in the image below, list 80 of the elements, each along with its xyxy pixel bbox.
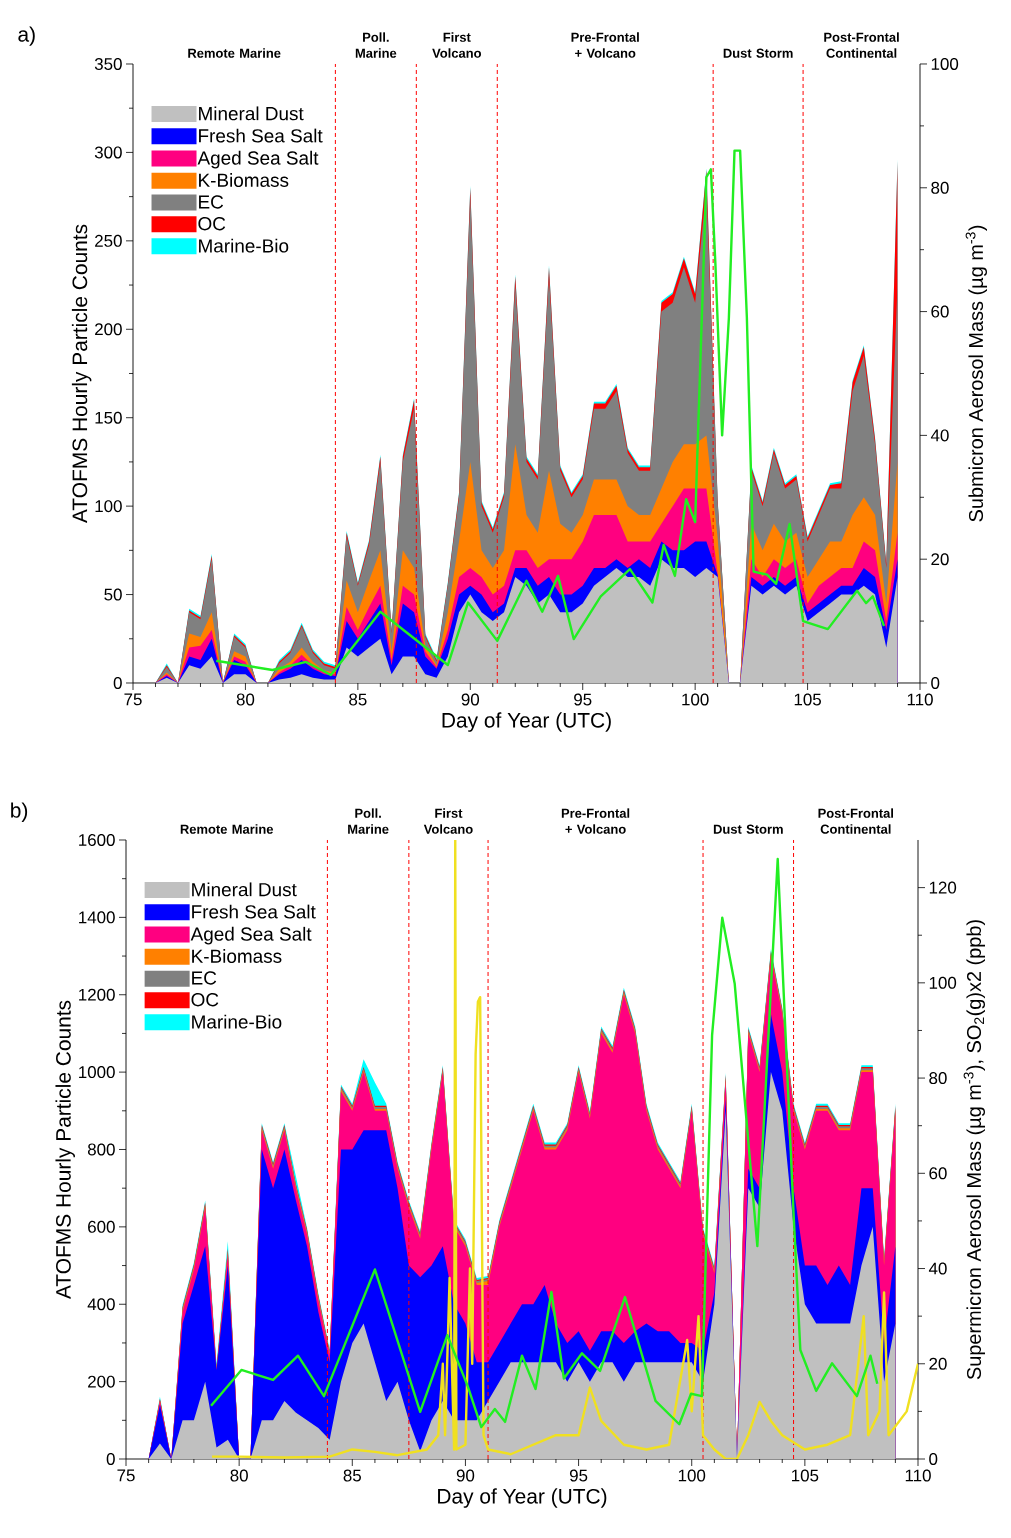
y2-tick-label: 40 <box>928 1262 947 1275</box>
y-tick-label: 150 <box>95 411 122 424</box>
text: Post-Frontal Continental <box>818 808 893 834</box>
x-tick-label: 105 <box>794 693 821 706</box>
y2-tick-label: 100 <box>931 57 959 70</box>
text: Remote Marine <box>188 48 281 58</box>
y-tick-label: 350 <box>94 57 122 70</box>
y-tick-label: 200 <box>95 323 122 336</box>
text: b) <box>11 802 28 822</box>
y2-tick-label: 0 <box>929 1453 938 1465</box>
text: First Volcano <box>423 808 473 834</box>
x-tick-label: 75 <box>117 1469 135 1482</box>
legend-label: Fresh Sea Salt <box>192 904 316 919</box>
legend-label: Aged Sea Salt <box>197 150 319 169</box>
x-tick-label: 75 <box>124 693 142 706</box>
x-axis-title: Day of Year (UTC) <box>442 712 611 732</box>
x-tick-label: 95 <box>574 693 592 706</box>
text: Poll. Marine <box>355 32 397 58</box>
x-tick-label: 85 <box>343 1469 361 1482</box>
y-axis-title: ATOFMS Hourly Particle Counts <box>55 1000 75 1300</box>
y-tick-label: 1400 <box>79 911 115 924</box>
x-tick-label: 90 <box>456 1469 475 1482</box>
legend-label: Fresh Sea Salt <box>199 128 323 143</box>
text: Post-Frontal Continental <box>824 32 899 58</box>
y-tick-label: 1600 <box>79 833 115 846</box>
text: a) <box>18 26 35 46</box>
text: Poll. Marine <box>348 808 389 834</box>
legend-label: Aged Sea Salt <box>190 926 312 945</box>
x-tick-label: 110 <box>907 693 933 706</box>
x-tick-label: 80 <box>236 693 255 706</box>
legend-label: K-Biomass <box>199 173 289 187</box>
y-tick-label: 200 <box>88 1375 115 1388</box>
y-tick-label: 100 <box>95 500 122 513</box>
x-tick-label: 90 <box>461 693 480 706</box>
legend-label: Marine-Bio <box>199 238 289 253</box>
x-tick-label: 95 <box>569 1469 588 1482</box>
y-tick-label: 800 <box>87 1143 115 1156</box>
x-tick-label: 110 <box>905 1469 931 1482</box>
text: Remote Marine <box>180 824 274 834</box>
y2-axis-title: Supermicron Aerosol Mass (µg m$^{-3}$), SO$_{2}$(g)x2 (ppb) <box>963 920 986 1380</box>
text: First Volcano <box>432 32 482 58</box>
legend-label: Mineral Dust <box>199 106 304 121</box>
y2-tick-label: 80 <box>929 1072 947 1085</box>
text: Pre-Frontal + Volcano <box>561 808 630 834</box>
y2-tick-label: 40 <box>930 429 949 442</box>
text: Pre-Frontal + Volcano <box>571 32 639 58</box>
y-tick-label: 400 <box>87 1298 115 1311</box>
x-axis-title: Day of Year (UTC) <box>438 1488 607 1508</box>
text: Dust Storm <box>723 48 793 58</box>
legend-label: OC <box>191 992 219 1007</box>
legend-label: EC <box>199 195 224 209</box>
x-tick-label: 85 <box>349 693 367 706</box>
legend-label: OC <box>198 216 226 231</box>
y2-tick-label: 60 <box>931 305 949 318</box>
legend-label: Mineral Dust <box>192 882 297 897</box>
x-tick-label: 100 <box>678 1469 706 1482</box>
y-tick-label: 600 <box>88 1220 115 1233</box>
y-tick-label: 50 <box>104 588 122 601</box>
legend-label: K-Biomass <box>192 949 282 963</box>
y2-tick-label: 100 <box>929 976 957 989</box>
x-tick-label: 80 <box>230 1469 248 1482</box>
y2-tick-label: 20 <box>929 1357 947 1370</box>
y-tick-label: 0 <box>113 676 122 689</box>
y2-tick-label: 20 <box>931 553 949 566</box>
y2-tick-label: 80 <box>931 181 949 194</box>
y-axis-title: ATOFMS Hourly Particle Counts <box>71 224 92 524</box>
text: Dust Storm <box>713 824 783 834</box>
y-tick-label: 300 <box>94 146 122 159</box>
legend-label: Marine-Bio <box>192 1014 282 1029</box>
x-tick-label: 105 <box>792 1469 819 1482</box>
y2-tick-label: 60 <box>929 1167 947 1180</box>
y2-tick-label: 0 <box>931 676 940 689</box>
y-tick-label: 1200 <box>79 988 115 1001</box>
y2-tick-label: 120 <box>929 881 957 894</box>
y-tick-label: 1000 <box>79 1066 115 1079</box>
y-tick-label: 0 <box>106 1453 115 1465</box>
x-tick-label: 100 <box>682 693 709 706</box>
y2-axis-title: Submicron Aerosol Mass (µg m$^{-3}$) <box>965 225 988 522</box>
legend-label: EC <box>192 971 217 985</box>
y-tick-label: 250 <box>95 234 122 247</box>
